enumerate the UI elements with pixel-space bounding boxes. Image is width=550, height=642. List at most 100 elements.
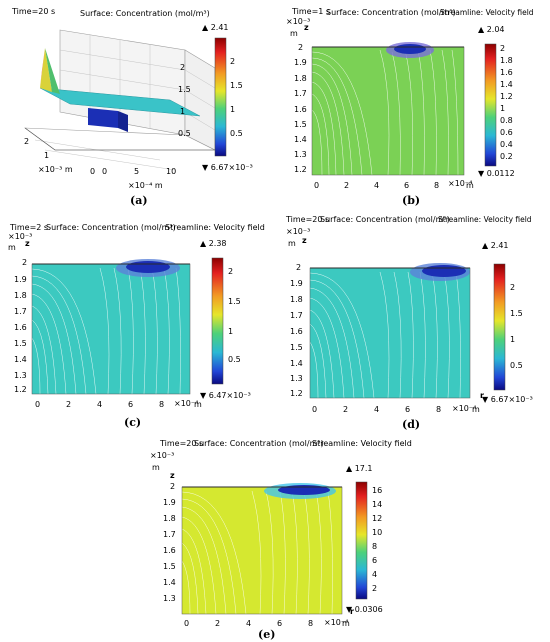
panel-c-stream-title: Streamline: Velocity field	[165, 223, 265, 232]
panel-e-surface-title: Surface: Concentration (mol/m³)	[194, 439, 324, 448]
panel-d-tick-3: 0.5	[510, 361, 523, 370]
panel-e-tick-4: 8	[372, 542, 378, 551]
panel-d-ytick-1: 1.9	[290, 279, 303, 288]
panel-e-ytick-4: 1.6	[163, 546, 176, 555]
panel-e-cmax: ▲ 17.1	[346, 464, 373, 473]
panel-d-xtick-0: 0	[312, 405, 318, 414]
panel-e-ymult: ×10⁻³	[150, 451, 175, 460]
panel-c-xtick-4: 8	[159, 400, 165, 409]
panel-b-ytick-2: 1.8	[294, 74, 307, 83]
panel-d-ytick-7: 1.3	[290, 374, 303, 383]
panel-a-ztick-1: 1.5	[178, 85, 191, 94]
panel-d-stream-title: Streamline: Velocity field	[438, 215, 532, 224]
panel-b-xmunit: m	[466, 181, 474, 190]
panel-a-tick-3: 0.5	[230, 129, 243, 138]
panel-a-surface-title: Surface: Concentration (mol/m³)	[80, 9, 210, 18]
panel-c-ytick-3: 1.7	[14, 307, 27, 316]
panel-b-surface-title: Surface: Concentration (mol/m³)	[326, 8, 456, 17]
panel-c-ytick-8: 1.2	[14, 385, 27, 394]
panel-d-z: z	[302, 236, 307, 245]
panel-a-xunit: ×10⁻⁴ m	[128, 181, 163, 190]
panel-d-ytick-5: 1.5	[290, 343, 303, 352]
panel-a-tick-2: 1	[230, 105, 236, 114]
panel-d-cmin: ▼ 6.67×10⁻³	[482, 395, 533, 404]
panel-d-ymult: ×10⁻³	[286, 227, 311, 236]
panel-c-xmult: ×10⁻⁴	[174, 399, 199, 408]
panel-b-tick-2: 1.6	[500, 68, 513, 77]
panel-c-ytick-7: 1.3	[14, 371, 27, 380]
panel-e-xtick-4: 8	[308, 619, 314, 628]
panel-a-ztick-0: 2	[180, 63, 186, 72]
panel-d-ytick-6: 1.4	[290, 359, 303, 368]
panel-e-tick-3: 10	[372, 528, 383, 537]
panel-c-caption: (c)	[124, 416, 142, 429]
panel-d-tick-0: 2	[510, 283, 516, 292]
panel-b-ytick-0: 2	[298, 43, 304, 52]
panel-a-tick-0: 2	[230, 57, 236, 66]
panel-d-xtick-1: 2	[343, 405, 349, 414]
panel-a-ytick-2: 0	[90, 167, 96, 176]
panel-a-ztick-3: 0.5	[178, 129, 191, 138]
panel-e-ytick-6: 1.4	[163, 578, 176, 587]
panel-d-tick-1: 1.5	[510, 309, 523, 318]
panel-b-ytick-1: 1.9	[294, 58, 307, 67]
panel-b-cmin: ▼ 0.0112	[478, 169, 515, 178]
panel-c-ytick-5: 1.5	[14, 339, 27, 348]
panel-c-tick-0: 2	[228, 267, 234, 276]
panel-a-ztick-2: 1	[180, 107, 186, 116]
panel-a-xtick-2: 10	[166, 167, 177, 176]
panel-d-ytick-4: 1.6	[290, 327, 303, 336]
panel-b-ymunit: m	[290, 29, 298, 38]
panel-e-xtick-1: 2	[215, 619, 221, 628]
panel-e-tick-5: 6	[372, 556, 378, 565]
panel-a-time: Time=20 s	[12, 7, 56, 16]
panel-e-ytick-1: 1.9	[163, 498, 176, 507]
panel-c-tick-2: 1	[228, 327, 234, 336]
panel-e-tick-1: 14	[372, 500, 383, 509]
panel-a-yunit: ×10⁻³ m	[38, 165, 73, 174]
panel-c-tick-3: 0.5	[228, 355, 241, 364]
panel-a-caption: (a)	[130, 194, 148, 207]
panel-e-xtick-0: 0	[184, 619, 190, 628]
panel-c-xtick-2: 4	[97, 400, 103, 409]
panel-b-tick-6: 0.8	[500, 116, 513, 125]
panel-a-trench	[88, 108, 118, 128]
panel-b-ytick-5: 1.5	[294, 120, 307, 129]
panel-e-ytick-0: 2	[170, 482, 176, 491]
panel-e-ytick-5: 1.5	[163, 562, 176, 571]
panel-e-caption: (e)	[258, 628, 276, 641]
panel-b-stream-title: Streamline: Velocity field	[440, 8, 534, 17]
panel-b-ymult: ×10⁻³	[286, 17, 311, 26]
panel-e-cmin: ▼ 0.0306	[346, 605, 383, 614]
panel-a-cmin: ▼ 6.67×10⁻³	[202, 163, 253, 172]
panel-c-ytick-2: 1.8	[14, 291, 27, 300]
panel-b-tick-7: 0.6	[500, 128, 513, 137]
panel-b-xtick-4: 8	[434, 181, 440, 190]
panel-b-tick-5: 1	[500, 104, 506, 113]
panel-d-ytick-8: 1.2	[290, 389, 303, 398]
panel-d-xmult: ×10⁻⁴	[452, 404, 477, 413]
panel-b-xtick-0: 0	[314, 181, 320, 190]
panel-c-ytick-6: 1.4	[14, 355, 27, 364]
panel-b-ytick-4: 1.6	[294, 105, 307, 114]
panel-e-tick-6: 4	[372, 570, 378, 579]
panel-d-xtick-3: 6	[405, 405, 411, 414]
panel-d-surface-title: Surface: Concentration (mol/m³)	[320, 215, 450, 224]
panel-d-ytick-3: 1.7	[290, 311, 303, 320]
panel-b-caption: (b)	[402, 194, 421, 207]
panel-e-r: r	[350, 607, 354, 616]
panel-b-xtick-1: 2	[344, 181, 350, 190]
panel-c-tick-1: 1.5	[228, 297, 241, 306]
panel-d-time: Time=20 s	[286, 215, 330, 224]
panel-b-tick-4: 1.2	[500, 92, 513, 101]
panel-e-ytick-7: 1.3	[163, 594, 176, 603]
panel-c-ytick-1: 1.9	[14, 275, 27, 284]
panel-d-caption: (d)	[402, 418, 421, 431]
panel-a-cmax: ▲ 2.41	[202, 23, 229, 32]
panel-b-tick-9: 0.2	[500, 152, 513, 161]
